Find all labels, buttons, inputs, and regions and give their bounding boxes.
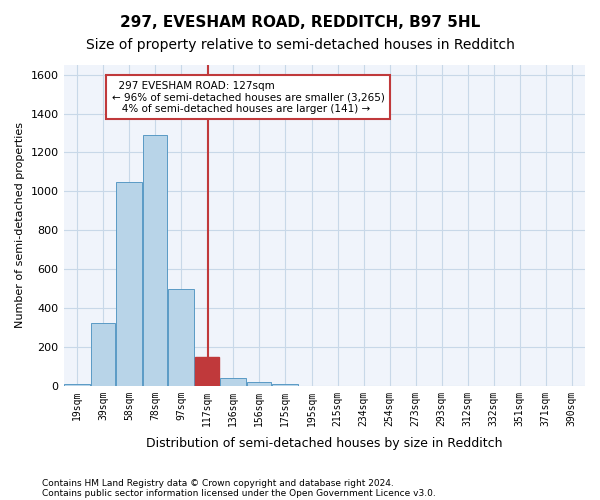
Text: Contains HM Land Registry data © Crown copyright and database right 2024.: Contains HM Land Registry data © Crown c…: [42, 478, 394, 488]
Bar: [168, 288, 194, 386]
Bar: [91, 322, 115, 386]
Y-axis label: Number of semi-detached properties: Number of semi-detached properties: [15, 122, 25, 328]
Bar: [194, 356, 219, 386]
Bar: [143, 135, 167, 386]
Text: Contains public sector information licensed under the Open Government Licence v3: Contains public sector information licen…: [42, 488, 436, 498]
Text: Size of property relative to semi-detached houses in Redditch: Size of property relative to semi-detach…: [86, 38, 514, 52]
Text: 297, EVESHAM ROAD, REDDITCH, B97 5HL: 297, EVESHAM ROAD, REDDITCH, B97 5HL: [120, 15, 480, 30]
Bar: [116, 182, 142, 386]
Bar: [220, 378, 246, 386]
Bar: [247, 382, 271, 386]
Bar: [272, 384, 298, 386]
X-axis label: Distribution of semi-detached houses by size in Redditch: Distribution of semi-detached houses by …: [146, 437, 503, 450]
Text: 297 EVESHAM ROAD: 127sqm
← 96% of semi-detached houses are smaller (3,265)
   4%: 297 EVESHAM ROAD: 127sqm ← 96% of semi-d…: [112, 80, 385, 114]
Bar: [64, 384, 90, 386]
